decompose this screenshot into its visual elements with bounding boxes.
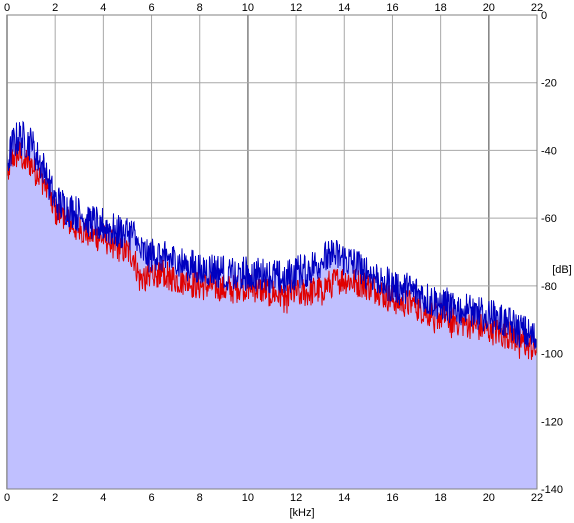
x-tick-label-top: 14 xyxy=(338,2,350,14)
x-tick-labels-bottom: 0 2 4 6 8 10 12 14 16 18 20 22 xyxy=(4,492,543,504)
y-tick-label: -60 xyxy=(541,213,557,225)
x-tick-label-top: 4 xyxy=(100,2,106,14)
x-tick-label-bottom: 12 xyxy=(290,492,302,504)
x-tick-label-bottom: 18 xyxy=(435,492,447,504)
x-tick-label-bottom: 22 xyxy=(531,492,543,504)
y-tick-label: 0 xyxy=(541,10,547,22)
x-tick-label-bottom: 16 xyxy=(386,492,398,504)
x-tick-label-bottom: 8 xyxy=(197,492,203,504)
x-tick-label-bottom: 0 xyxy=(4,492,10,504)
x-tick-label-bottom: 14 xyxy=(338,492,350,504)
x-axis-label: [kHz] xyxy=(289,507,314,519)
x-tick-label-top: 6 xyxy=(148,2,154,14)
x-tick-label-bottom: 20 xyxy=(483,492,495,504)
y-tick-label: -100 xyxy=(541,349,563,361)
y-tick-label: -40 xyxy=(541,145,557,157)
x-tick-label-bottom: 4 xyxy=(100,492,106,504)
spectrum-area xyxy=(7,122,537,489)
x-tick-label-top: 12 xyxy=(290,2,302,14)
plot-frame xyxy=(6,14,538,490)
x-tick-labels-top: 0 2 4 6 8 10 12 14 16 18 20 22 xyxy=(4,2,543,14)
spectrum-fill xyxy=(7,122,537,489)
x-tick-label-top: 8 xyxy=(197,2,203,14)
x-tick-label-top: 2 xyxy=(52,2,58,14)
x-tick-label-top: 18 xyxy=(435,2,447,14)
spectrum-series xyxy=(6,120,538,360)
y-tick-label: -140 xyxy=(541,484,563,496)
x-tick-label-bottom: 6 xyxy=(148,492,154,504)
y-tick-label: -80 xyxy=(541,281,557,293)
y-tick-labels: 0 -20 -40 -60 -80 -100 -120 -140 xyxy=(541,10,563,496)
x-tick-label-top: 16 xyxy=(386,2,398,14)
x-tick-label-top: 10 xyxy=(242,2,254,14)
y-tick-label: -20 xyxy=(541,78,557,90)
x-tick-label-top: 0 xyxy=(4,2,10,14)
x-tick-label-bottom: 2 xyxy=(52,492,58,504)
x-tick-label-top: 20 xyxy=(483,2,495,14)
x-tick-label-top: 22 xyxy=(531,2,543,14)
y-tick-label: -120 xyxy=(541,416,563,428)
y-axis-label: [dB] xyxy=(552,264,572,276)
series-blue-line xyxy=(6,120,538,349)
x-tick-label-bottom: 10 xyxy=(242,492,254,504)
